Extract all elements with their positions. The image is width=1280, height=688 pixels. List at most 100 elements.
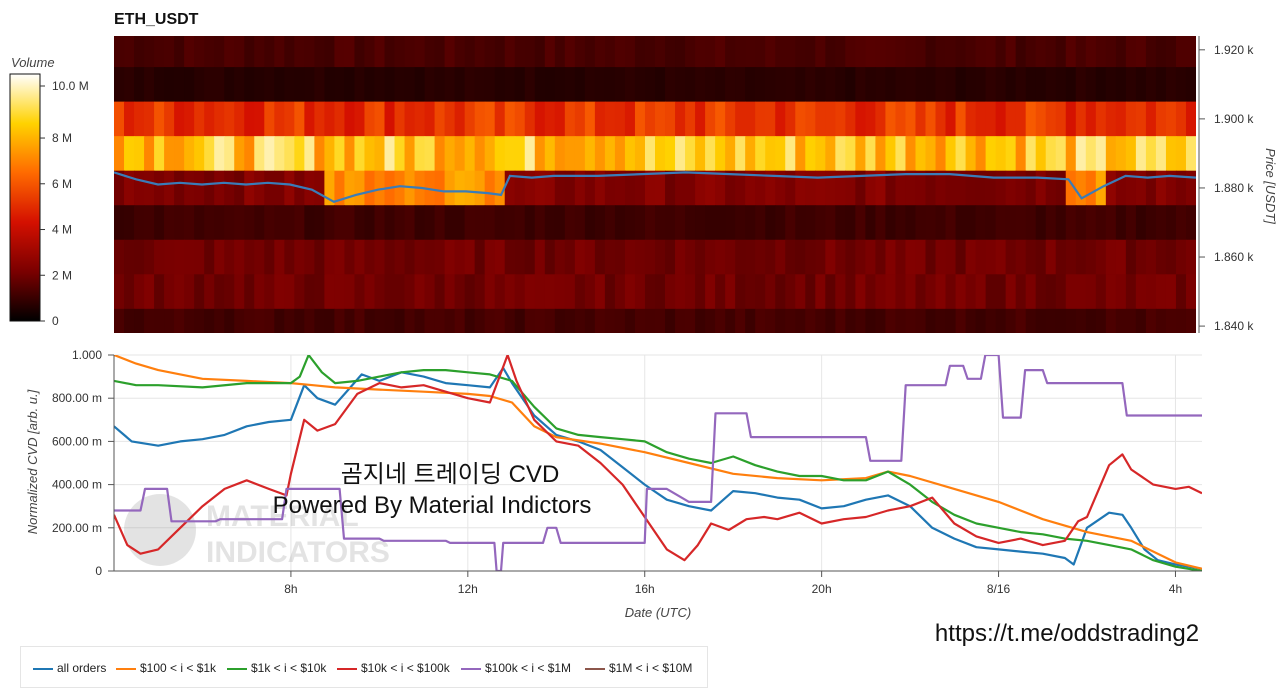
heatmap-cell bbox=[985, 136, 997, 172]
legend-item[interactable]: all orders bbox=[33, 661, 106, 675]
heatmap-cell bbox=[925, 101, 937, 137]
heatmap-cell bbox=[494, 101, 506, 137]
heatmap-cell bbox=[835, 67, 846, 103]
legend-item[interactable]: $1M < i < $10M bbox=[585, 661, 692, 675]
heatmap-cell bbox=[644, 239, 656, 275]
legend-item[interactable]: $100 < i < $1k bbox=[116, 661, 216, 675]
heatmap-cell bbox=[735, 170, 746, 206]
heatmap-cell bbox=[735, 67, 746, 103]
heatmap-cell bbox=[154, 67, 165, 103]
heatmap-cell bbox=[915, 170, 927, 206]
heatmap-cell bbox=[1015, 170, 1027, 206]
heatmap-cell bbox=[594, 67, 606, 103]
heatmap-cell bbox=[444, 136, 456, 172]
heatmap-cell bbox=[364, 274, 376, 310]
heatmap-cell bbox=[384, 274, 396, 310]
heatmap-cell bbox=[224, 101, 235, 137]
heatmap-cell bbox=[915, 136, 927, 172]
heatmap-cell bbox=[334, 239, 346, 275]
heatmap-cell bbox=[594, 36, 606, 68]
heatmap-cell bbox=[144, 274, 155, 310]
heatmap-cell bbox=[404, 136, 416, 172]
legend-item[interactable]: $10k < i < $100k bbox=[337, 661, 450, 675]
heatmap-cell bbox=[634, 136, 646, 172]
heatmap-cell bbox=[1075, 36, 1087, 68]
heatmap-cell bbox=[825, 205, 836, 241]
heatmap-cell bbox=[524, 101, 536, 137]
heatmap-cell bbox=[765, 274, 776, 310]
heatmap-cell bbox=[594, 101, 606, 137]
heatmap-cell bbox=[1155, 136, 1167, 172]
heatmap-cell bbox=[404, 101, 416, 137]
heatmap-cell bbox=[785, 36, 796, 68]
heatmap-cell bbox=[1115, 36, 1127, 68]
heatmap-cell bbox=[965, 170, 977, 206]
heatmap-cell bbox=[164, 205, 175, 241]
svg-text:INDICATORS: INDICATORS bbox=[206, 536, 390, 569]
heatmap-cell bbox=[504, 170, 516, 206]
heatmap-cell bbox=[745, 101, 756, 137]
heatmap-cell bbox=[394, 274, 406, 310]
heatmap-cell bbox=[424, 101, 436, 137]
heatmap-cell bbox=[344, 274, 356, 310]
x-tick-label: 16h bbox=[635, 582, 655, 596]
heatmap-cell bbox=[935, 36, 947, 68]
heatmap-cell bbox=[1075, 170, 1087, 206]
heatmap-cell bbox=[184, 205, 195, 241]
heatmap-cell bbox=[995, 239, 1007, 275]
heatmap-cell bbox=[194, 170, 205, 206]
legend-label: $1M < i < $10M bbox=[609, 661, 693, 675]
legend-item[interactable]: $1k < i < $10k bbox=[227, 661, 326, 675]
heatmap-cell bbox=[835, 101, 846, 137]
heatmap-cell bbox=[384, 67, 396, 103]
heatmap-cell bbox=[975, 36, 987, 68]
heatmap-cell bbox=[795, 67, 806, 103]
heatmap-cell bbox=[264, 67, 275, 103]
heatmap-cell bbox=[825, 308, 836, 333]
heatmap-cell bbox=[214, 274, 225, 310]
heatmap-cell bbox=[1185, 274, 1196, 310]
heatmap-cell bbox=[1045, 205, 1057, 241]
heatmap-cell bbox=[845, 274, 856, 310]
heatmap-cell bbox=[564, 239, 576, 275]
heatmap-cell bbox=[194, 205, 205, 241]
heatmap-cell bbox=[444, 101, 456, 137]
heatmap-cell bbox=[1125, 101, 1137, 137]
heatmap-cell bbox=[955, 170, 967, 206]
price-tick-label: 1.840 k bbox=[1214, 319, 1254, 333]
heatmap-cell bbox=[414, 101, 426, 137]
heatmap-cell bbox=[845, 239, 856, 275]
heatmap-cell bbox=[1085, 274, 1097, 310]
heatmap-cell bbox=[1065, 274, 1077, 310]
heatmap-cell bbox=[524, 67, 536, 103]
heatmap-cell bbox=[905, 136, 917, 172]
heatmap-cell bbox=[715, 308, 726, 333]
heatmap-cell bbox=[564, 101, 576, 137]
heatmap-cell bbox=[675, 308, 686, 333]
heatmap-cell bbox=[695, 170, 706, 206]
heatmap-cell bbox=[364, 205, 376, 241]
heatmap-cell bbox=[875, 205, 887, 241]
heatmap-cell bbox=[634, 274, 646, 310]
heatmap-cell bbox=[715, 239, 726, 275]
heatmap-cell bbox=[1065, 308, 1077, 333]
heatmap-cell bbox=[815, 67, 826, 103]
heatmap-cell bbox=[755, 170, 766, 206]
colorbar-tick-label: 0 bbox=[52, 314, 59, 328]
heatmap-cell bbox=[454, 205, 466, 241]
heatmap-cell bbox=[134, 205, 145, 241]
cvd-lines bbox=[114, 355, 1202, 571]
heatmap-cell bbox=[464, 101, 476, 137]
heatmap-cell bbox=[1155, 239, 1167, 275]
heatmap-cell bbox=[1135, 36, 1147, 68]
heatmap-cell bbox=[955, 239, 967, 275]
heatmap-cell bbox=[434, 36, 446, 68]
heatmap-cell bbox=[685, 205, 696, 241]
heatmap-cell bbox=[1175, 239, 1187, 275]
heatmap-cell bbox=[494, 170, 506, 206]
heatmap-cell bbox=[1115, 205, 1127, 241]
legend-item[interactable]: $100k < i < $1M bbox=[461, 661, 571, 675]
heatmap-cell bbox=[454, 36, 466, 68]
heatmap-cell bbox=[1085, 308, 1097, 333]
heatmap-cell bbox=[1005, 136, 1017, 172]
